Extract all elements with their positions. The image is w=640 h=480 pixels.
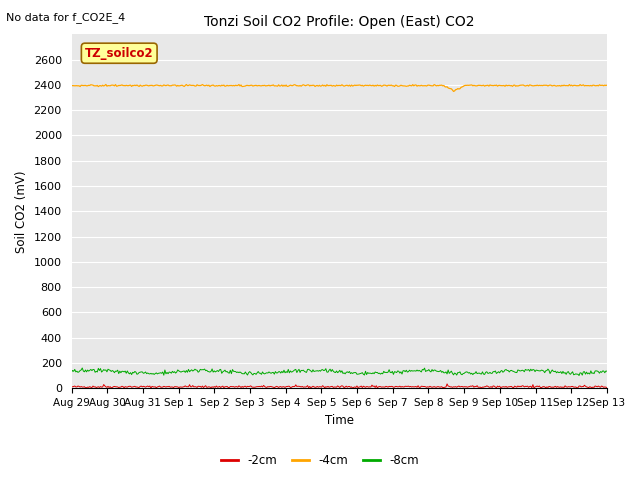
Y-axis label: Soil CO2 (mV): Soil CO2 (mV)	[15, 170, 28, 252]
Text: No data for f_CO2E_4: No data for f_CO2E_4	[6, 12, 125, 23]
X-axis label: Time: Time	[324, 414, 354, 427]
Title: Tonzi Soil CO2 Profile: Open (East) CO2: Tonzi Soil CO2 Profile: Open (East) CO2	[204, 15, 474, 29]
Legend: -2cm, -4cm, -8cm: -2cm, -4cm, -8cm	[216, 449, 424, 472]
Text: TZ_soilco2: TZ_soilco2	[85, 47, 154, 60]
